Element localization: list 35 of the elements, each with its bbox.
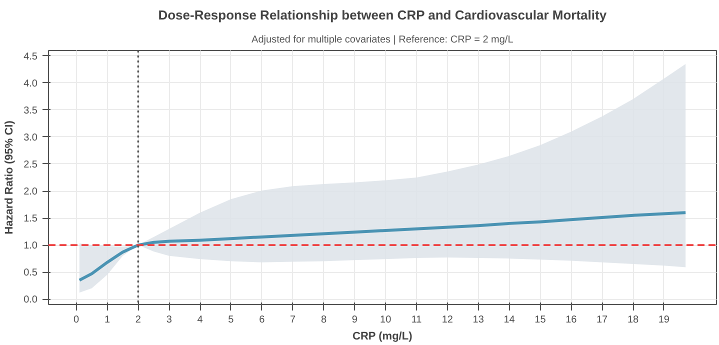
x-tick-label: 7 xyxy=(290,314,296,326)
y-tick-label: 0.5 xyxy=(24,268,38,279)
y-tick-label: 2.5 xyxy=(24,159,38,170)
x-tick-label: 14 xyxy=(504,314,516,326)
x-tick-label: 8 xyxy=(320,314,327,326)
x-tick-label: 15 xyxy=(534,314,546,326)
x-tick-label: 4 xyxy=(197,314,204,326)
chart-title: Dose-Response Relationship between CRP and Cardiovascular Mortality xyxy=(158,8,608,22)
x-tick-label: 12 xyxy=(442,314,454,326)
x-tick-label: 19 xyxy=(658,314,670,326)
y-axis-title: Hazard Ratio (95% CI) xyxy=(4,120,16,234)
x-tick-label: 10 xyxy=(380,314,392,326)
x-tick-label: 6 xyxy=(259,314,266,326)
x-tick-label: 9 xyxy=(352,314,358,326)
y-tick-label: 2.0 xyxy=(24,186,38,198)
y-tick-label: 0.0 xyxy=(24,294,38,306)
x-tick-label: 13 xyxy=(472,314,484,326)
x-tick-label: 18 xyxy=(627,314,639,326)
y-tick-label: 3.0 xyxy=(24,132,38,144)
x-axis-title: CRP (mg/L) xyxy=(352,330,413,342)
x-tick-label: 0 xyxy=(74,314,80,326)
line-series xyxy=(78,211,688,282)
x-tick-label: 5 xyxy=(228,314,234,326)
x-tick-label: 17 xyxy=(596,314,608,326)
y-tick-label: 1.0 xyxy=(24,240,38,252)
x-tick-label: 3 xyxy=(166,314,172,326)
x-tick-label: 1 xyxy=(104,314,110,326)
x-tick-label: 16 xyxy=(566,314,578,326)
x-tick-label: 11 xyxy=(411,314,422,326)
y-tick-label: 4.5 xyxy=(24,51,38,62)
y-tick-label: 4.0 xyxy=(24,78,38,90)
x-tick-label: 2 xyxy=(135,314,142,326)
y-tick-label: 3.5 xyxy=(24,105,38,116)
chart-subtitle: Adjusted for multiple covariates | Reference: CRP = 2 mg/L xyxy=(252,34,514,46)
y-tick-label: 1.5 xyxy=(24,214,38,225)
